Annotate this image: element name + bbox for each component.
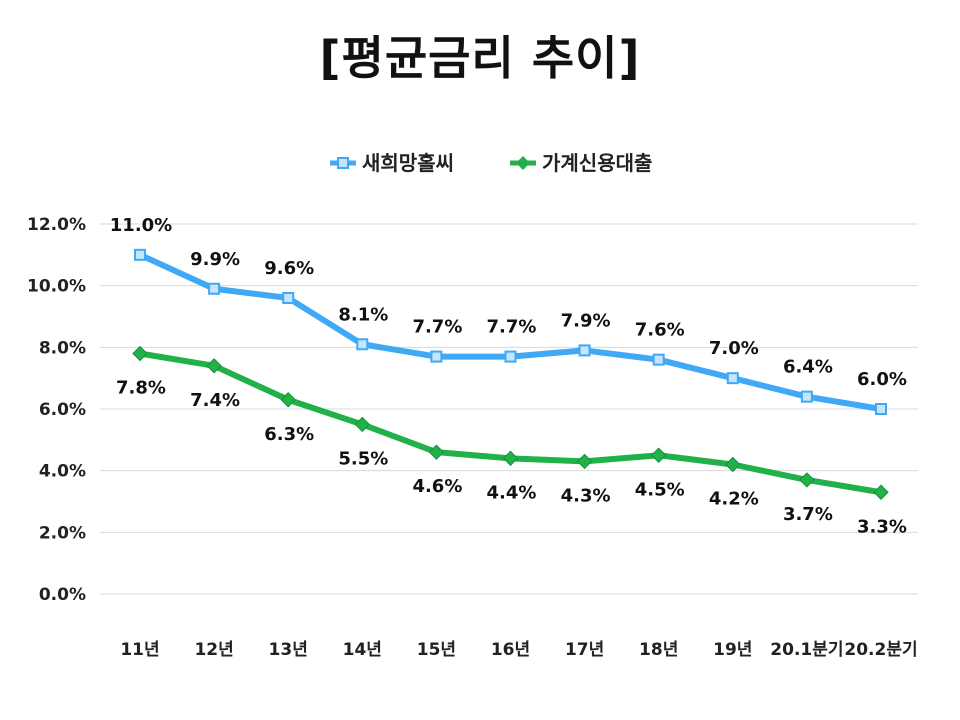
data-label: 9.6% bbox=[264, 258, 314, 279]
data-point bbox=[726, 372, 739, 385]
data-label: 7.9% bbox=[561, 310, 611, 331]
data-label: 7.8% bbox=[116, 378, 166, 399]
x-tick-label: 11년 bbox=[120, 640, 159, 660]
data-label: 3.7% bbox=[783, 504, 833, 525]
data-point bbox=[428, 444, 445, 460]
data-point bbox=[800, 390, 813, 403]
data-label: 5.5% bbox=[338, 448, 388, 469]
y-tick-label: 6.0% bbox=[39, 400, 86, 420]
data-point bbox=[206, 358, 222, 374]
data-label: 4.5% bbox=[635, 479, 685, 500]
x-tick-label: 20.1분기 bbox=[770, 640, 843, 660]
data-point bbox=[132, 345, 148, 362]
legend-marker bbox=[516, 156, 530, 170]
data-point bbox=[576, 453, 593, 470]
x-tick-label: 18년 bbox=[639, 640, 678, 660]
data-point bbox=[354, 416, 371, 433]
data-label: 6.0% bbox=[857, 369, 907, 390]
y-tick-label: 12.0% bbox=[27, 215, 86, 235]
data-label: 7.7% bbox=[487, 317, 537, 338]
series-line bbox=[137, 350, 884, 496]
x-tick-label: 16년 bbox=[491, 640, 530, 660]
x-tick-label: 12년 bbox=[194, 640, 233, 660]
y-tick-label: 4.0% bbox=[39, 462, 86, 482]
x-tick-label: 13년 bbox=[269, 640, 308, 660]
data-label: 7.7% bbox=[412, 317, 462, 338]
legend-label: 가계신용대출 bbox=[542, 151, 652, 175]
data-label: 7.0% bbox=[709, 338, 759, 359]
data-point bbox=[578, 344, 591, 357]
data-label: 7.6% bbox=[635, 320, 685, 341]
data-point bbox=[430, 350, 443, 363]
y-tick-label: 0.0% bbox=[39, 585, 86, 605]
x-tick-label: 19년 bbox=[713, 640, 752, 660]
x-tick-label: 14년 bbox=[343, 640, 382, 660]
data-point bbox=[280, 392, 296, 408]
x-tick-label: 15년 bbox=[417, 640, 456, 660]
legend-marker bbox=[337, 157, 349, 169]
data-label: 4.2% bbox=[709, 489, 759, 510]
data-point bbox=[873, 484, 889, 500]
y-tick-label: 10.0% bbox=[27, 277, 86, 297]
data-point bbox=[208, 282, 221, 295]
y-tick-label: 8.0% bbox=[39, 338, 86, 358]
data-point bbox=[504, 350, 517, 363]
data-label: 9.9% bbox=[190, 249, 240, 270]
data-point bbox=[502, 450, 519, 467]
data-point bbox=[652, 353, 665, 366]
data-label: 4.4% bbox=[487, 482, 537, 503]
legend-label: 새희망홀씨 bbox=[362, 151, 454, 175]
data-label: 6.3% bbox=[264, 424, 314, 445]
data-point bbox=[725, 456, 741, 473]
data-point bbox=[650, 447, 667, 463]
x-tick-label: 17년 bbox=[565, 640, 604, 660]
data-label: 3.3% bbox=[857, 516, 907, 537]
data-point bbox=[282, 292, 295, 304]
data-point bbox=[356, 338, 369, 351]
x-tick-label: 20.2분기 bbox=[844, 640, 917, 660]
data-point bbox=[134, 248, 146, 261]
data-label: 4.6% bbox=[412, 476, 462, 497]
chart-title: [평균금리 추이] bbox=[319, 31, 641, 85]
data-label: 4.3% bbox=[561, 485, 611, 506]
data-point bbox=[799, 472, 815, 488]
data-label: 6.4% bbox=[783, 357, 833, 378]
data-label: 11.0% bbox=[110, 215, 172, 236]
data-label: 7.4% bbox=[190, 390, 240, 411]
data-point bbox=[875, 403, 887, 415]
data-label: 8.1% bbox=[338, 304, 388, 325]
y-tick-label: 2.0% bbox=[39, 523, 86, 543]
